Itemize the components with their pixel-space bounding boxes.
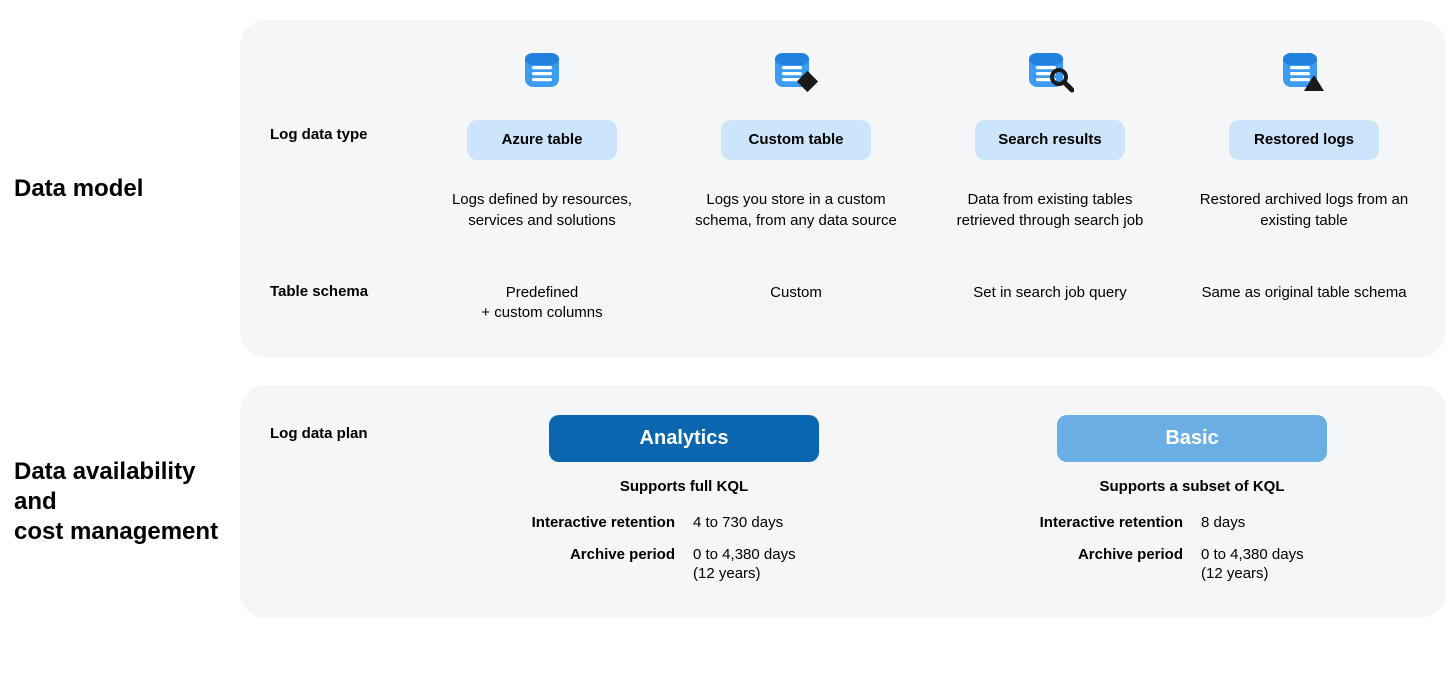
analytics-kql-support: Supports full KQL	[460, 478, 908, 495]
data-model-row: Data model	[10, 20, 1446, 357]
basic-retention-value: 8 days	[1201, 513, 1372, 533]
log-data-type-label: Log data type	[270, 120, 400, 143]
analytics-archive-label: Archive period	[504, 545, 675, 584]
basic-retention-label: Interactive retention	[1012, 513, 1183, 533]
basic-plan-badge: Basic	[1057, 415, 1327, 462]
analytics-retention-value: 4 to 730 days	[693, 513, 864, 533]
restored-logs-icon	[1192, 50, 1416, 96]
basic-archive-label: Archive period	[1012, 545, 1183, 584]
log-data-plan-label: Log data plan	[270, 415, 400, 442]
azure-table-icon	[430, 50, 654, 90]
data-availability-panel: Log data plan Analytics Supports full KQ…	[240, 385, 1446, 618]
custom-table-schema: Custom	[684, 277, 908, 303]
search-results-icon	[938, 50, 1162, 94]
table-schema-label: Table schema	[270, 277, 400, 300]
custom-table-icon	[684, 50, 908, 94]
analytics-plan-col: Analytics Supports full KQL Interactive …	[460, 415, 908, 584]
section-title-data-availability: Data availability and cost management	[10, 385, 240, 618]
restored-logs-desc: Restored archived logs from an existing …	[1192, 190, 1416, 231]
section-title-data-model: Data model	[10, 20, 240, 357]
search-results-pill: Search results	[975, 120, 1125, 160]
analytics-archive-value: 0 to 4,380 days (12 years)	[693, 545, 864, 584]
data-model-panel: Log data type Azure table Custom table S…	[240, 20, 1446, 357]
basic-plan-col: Basic Supports a subset of KQL Interacti…	[968, 415, 1416, 584]
azure-table-desc: Logs defined by resources, services and …	[430, 190, 654, 231]
azure-table-pill: Azure table	[467, 120, 617, 160]
restored-logs-schema: Same as original table schema	[1192, 277, 1416, 303]
restored-logs-pill: Restored logs	[1229, 120, 1379, 160]
azure-table-schema: Predefined + custom columns	[430, 277, 654, 324]
search-results-desc: Data from existing tables retrieved thro…	[938, 190, 1162, 231]
custom-table-pill: Custom table	[721, 120, 871, 160]
basic-archive-value: 0 to 4,380 days (12 years)	[1201, 545, 1372, 584]
search-results-schema: Set in search job query	[938, 277, 1162, 303]
analytics-retention-label: Interactive retention	[504, 513, 675, 533]
data-availability-row: Data availability and cost management Lo…	[10, 385, 1446, 618]
analytics-plan-badge: Analytics	[549, 415, 819, 462]
basic-kql-support: Supports a subset of KQL	[968, 478, 1416, 495]
custom-table-desc: Logs you store in a custom schema, from …	[684, 190, 908, 231]
